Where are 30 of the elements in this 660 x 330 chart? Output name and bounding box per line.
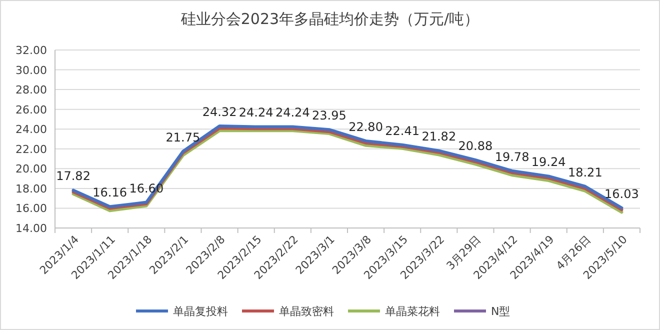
- y-tick-label: 24.00: [16, 123, 47, 136]
- data-label: 23.95: [312, 108, 346, 123]
- data-label: 17.82: [56, 169, 90, 184]
- data-label: 20.88: [458, 138, 493, 153]
- data-label: 24.32: [202, 104, 237, 119]
- legend-label: 单晶复投料: [173, 305, 228, 318]
- data-label: 21.82: [422, 130, 456, 144]
- data-label: 16.16: [92, 186, 128, 200]
- legend-label: N型: [491, 305, 510, 318]
- data-label: 16.03: [604, 186, 639, 201]
- y-tick-label: 26.00: [16, 103, 47, 116]
- y-tick-label: 28.00: [16, 84, 47, 97]
- data-label: 22.80: [348, 120, 383, 134]
- data-label: 19.24: [531, 155, 566, 170]
- y-tick-label: 32.00: [16, 44, 47, 57]
- y-tick-label: 16.00: [16, 202, 47, 216]
- legend-label: 单晶菜花料: [385, 305, 440, 318]
- data-label: 24.24: [238, 106, 274, 120]
- y-tick-label: 14.00: [16, 222, 47, 235]
- y-tick-label: 22.00: [16, 142, 47, 156]
- data-label: 22.41: [385, 124, 420, 138]
- data-label: 24.24: [275, 106, 310, 120]
- y-tick-label: 30.00: [16, 64, 47, 77]
- data-label: 19.78: [494, 150, 530, 164]
- y-tick-label: 18.00: [16, 182, 47, 196]
- chart-title: 硅业分会2023年多晶硅均价走势（万元/吨）: [180, 10, 480, 28]
- data-label: 18.21: [568, 165, 602, 180]
- data-label: 21.75: [166, 130, 200, 144]
- y-tick-label: 20.00: [16, 162, 47, 176]
- legend-label: 单晶致密料: [279, 305, 334, 318]
